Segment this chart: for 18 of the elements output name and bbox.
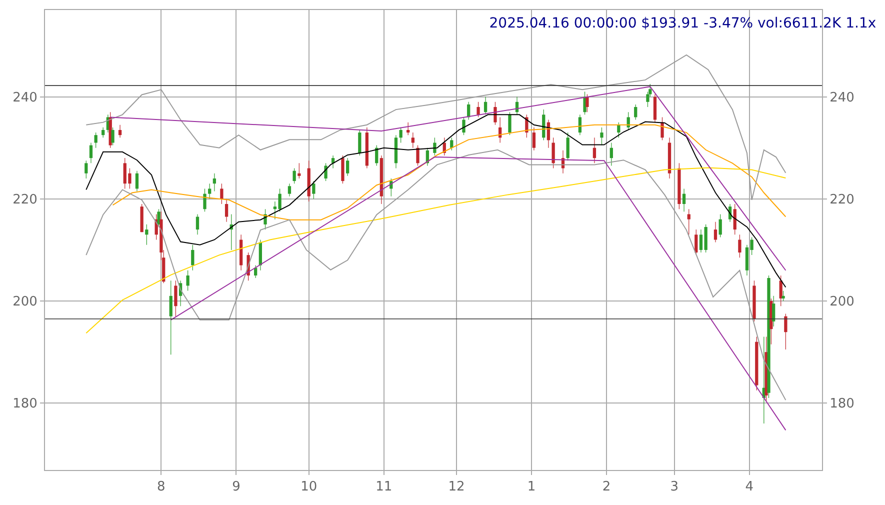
x-tick-label: 8 [157,480,166,495]
x-tick-label: 3 [670,480,678,495]
y2-tick-label: 240 [830,90,854,106]
x-tick-label: 10 [300,480,318,495]
x-tick-label: 11 [376,480,392,495]
y2-tick-label: 220 [830,192,854,208]
y-tick-label: 180 [12,396,38,412]
x-tick-label: 2 [602,480,611,495]
x-tick-label: 9 [232,480,240,495]
y2-tick-label: 180 [830,396,854,412]
y2-tick-label: 200 [830,294,854,310]
y-tick-label: 200 [12,294,38,310]
chart-title: 2025.04.16 00:00:00 $193.91 -3.47% vol:6611.2K 1.1x [489,16,876,32]
y-tick-label: 220 [12,192,38,208]
y-tick-label: 240 [12,90,38,106]
x-tick-label: 1 [527,480,536,495]
x-tick-label: 12 [448,480,465,495]
x-tick-label: 4 [745,480,754,495]
